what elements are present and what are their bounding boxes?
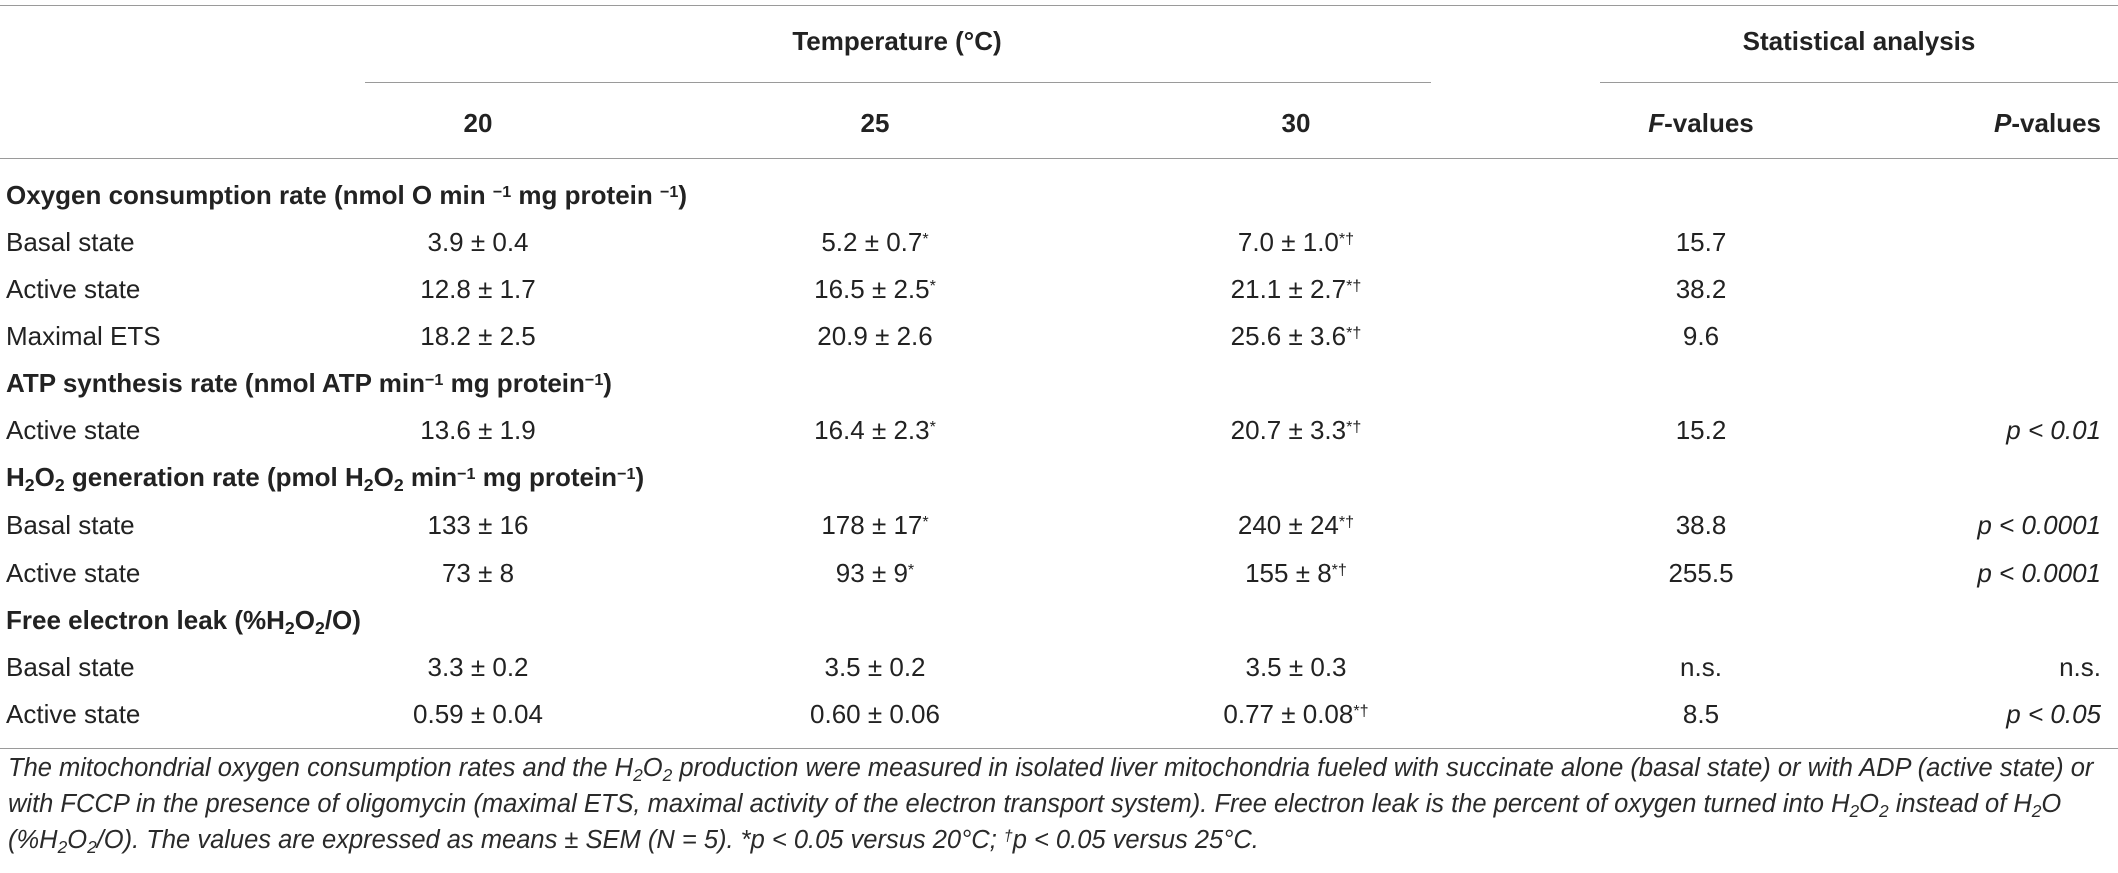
cell-25: 16.4 ± 2.3*: [814, 415, 936, 445]
row-label: Basal state: [6, 652, 135, 682]
cell-30: 155 ± 8*†: [1245, 558, 1347, 588]
cell-f: 38.8: [1675, 510, 1727, 540]
top-rule: [0, 5, 2118, 6]
cell-25: 5.2 ± 0.7*: [821, 227, 929, 257]
cell-20: 3.3 ± 0.2: [427, 652, 529, 682]
header-bottom-rule: [0, 158, 2118, 159]
col-header-30: 30: [1281, 108, 1311, 138]
row-label: Basal state: [6, 510, 135, 540]
col-header-25: 25: [860, 108, 890, 138]
cell-20: 13.6 ± 1.9: [420, 415, 536, 445]
cell-f: 38.2: [1675, 274, 1727, 304]
f-italic-letter: F: [1648, 108, 1665, 138]
cell-25: 20.9 ± 2.6: [817, 321, 933, 351]
p-suffix: -values: [2011, 108, 2101, 138]
cell-30: 3.5 ± 0.3: [1245, 652, 1347, 682]
cell-20: 73 ± 8: [441, 558, 515, 588]
cell-f: n.s.: [1680, 652, 1722, 682]
section-title-free-electron-leak: Free electron leak (%H2O2/O): [6, 605, 361, 638]
cell-20: 18.2 ± 2.5: [420, 321, 536, 351]
row-label: Active state: [6, 558, 141, 588]
cell-30: 0.77 ± 0.08*†: [1223, 699, 1369, 729]
row-label: Basal state: [6, 227, 135, 257]
cell-25: 16.5 ± 2.5*: [814, 274, 936, 304]
cell-20: 3.9 ± 0.4: [427, 227, 529, 257]
group-header-statistical-analysis: Statistical analysis: [1742, 26, 1976, 56]
col-header-f-values: F-values: [1648, 110, 1754, 136]
cell-f: 15.2: [1675, 415, 1727, 445]
cell-p: n.s.: [2059, 652, 2101, 682]
group-header-temperature: Temperature (°C): [792, 26, 1002, 56]
row-label: Maximal ETS: [6, 321, 161, 351]
cell-30: 7.0 ± 1.0*†: [1237, 227, 1355, 257]
section-title-atp-synthesis: ATP synthesis rate (nmol ATP min−1 mg pr…: [6, 368, 612, 398]
cell-25: 3.5 ± 0.2: [824, 652, 926, 682]
row-label: Active state: [6, 699, 141, 729]
temperature-group-rule: [365, 82, 1431, 83]
cell-f: 255.5: [1668, 558, 1734, 588]
f-suffix: -values: [1664, 108, 1754, 138]
cell-20: 133 ± 16: [427, 510, 529, 540]
cell-30: 25.6 ± 3.6*†: [1230, 321, 1362, 351]
cell-p: p < 0.0001: [1977, 510, 2101, 540]
cell-f: 8.5: [1682, 699, 1720, 729]
p-italic-letter: P: [1994, 108, 2012, 138]
col-header-p-values: P-values: [1994, 110, 2101, 136]
cell-p: p < 0.0001: [1977, 558, 2101, 588]
cell-30: 240 ± 24*†: [1237, 510, 1355, 540]
cell-20: 0.59 ± 0.04: [413, 699, 543, 729]
cell-30: 20.7 ± 3.3*†: [1230, 415, 1362, 445]
stats-group-rule: [1600, 82, 2118, 83]
cell-30: 21.1 ± 2.7*†: [1230, 274, 1362, 304]
cell-f: 9.6: [1682, 321, 1720, 351]
section-title-h2o2-generation: H2O2 generation rate (pmol H2O2 min−1 mg…: [6, 462, 645, 495]
cell-f: 15.7: [1675, 227, 1727, 257]
cell-p: p < 0.01: [2006, 415, 2101, 445]
cell-25: 178 ± 17*: [821, 510, 929, 540]
row-label: Active state: [6, 274, 141, 304]
section-title-oxygen-consumption: Oxygen consumption rate (nmol O min −1 m…: [6, 180, 688, 210]
cell-p: p < 0.05: [2006, 699, 2101, 729]
col-header-20: 20: [463, 108, 493, 138]
cell-25: 93 ± 9*: [835, 558, 915, 588]
row-label: Active state: [6, 415, 141, 445]
table-bottom-rule: [0, 748, 2118, 749]
cell-25: 0.60 ± 0.06: [810, 699, 940, 729]
table-footnote: The mitochondrial oxygen consumption rat…: [8, 754, 2094, 857]
cell-20: 12.8 ± 1.7: [420, 274, 536, 304]
